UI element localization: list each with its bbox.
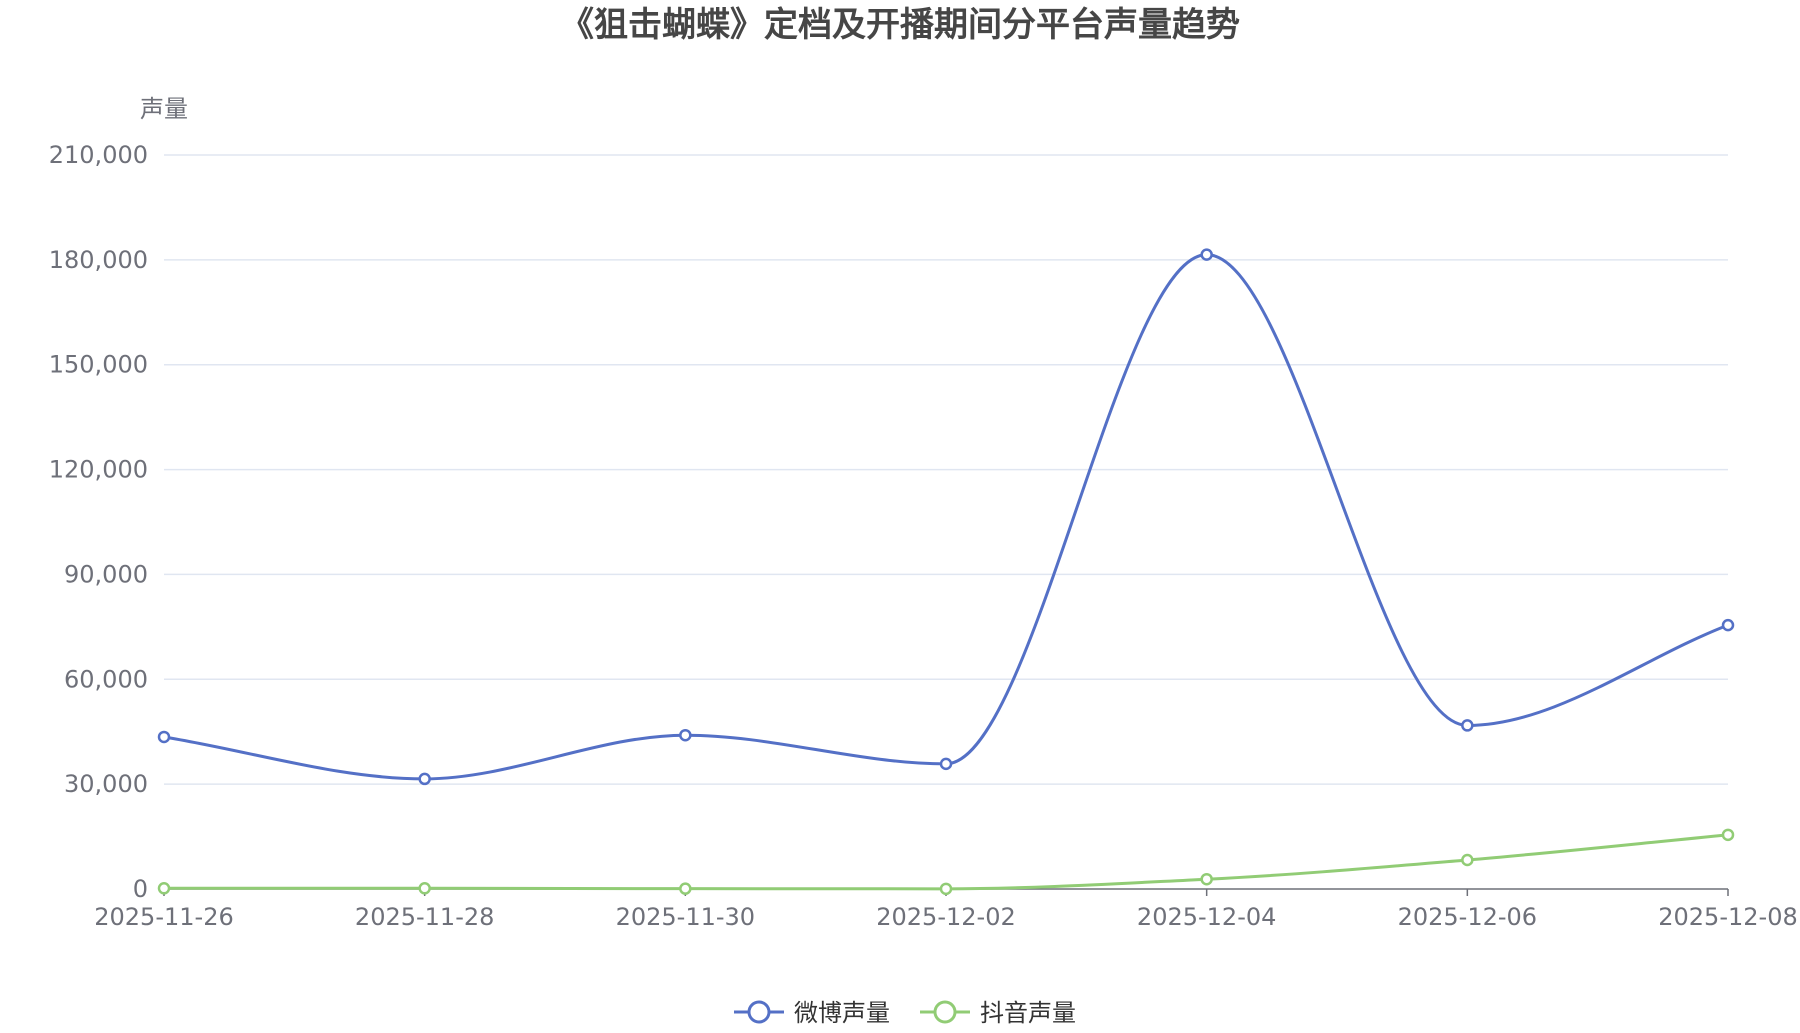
data-point[interactable] [939, 882, 953, 896]
data-point[interactable] [1461, 853, 1474, 867]
x-tick-label: 2025-12-02 [876, 903, 1015, 931]
y-tick-label: 120,000 [49, 456, 148, 484]
legend-circle-icon [747, 1000, 771, 1024]
y-axis-ticks: 0 30,000 60,000 90,000 120,000 150,000 180,000… [49, 141, 148, 903]
data-point[interactable] [157, 730, 171, 744]
legend-label: 微博声量 [794, 999, 890, 1027]
x-tick-label: 2025-11-26 [94, 903, 233, 931]
grid-lines [164, 154, 1728, 785]
legend-label: 抖音声量 [980, 999, 1076, 1027]
legend-item[interactable]: 微博声量 [734, 999, 890, 1027]
data-point[interactable] [939, 757, 953, 771]
data-point[interactable] [418, 882, 431, 895]
x-tick-label: 2025-11-28 [355, 903, 494, 931]
x-tick-label: 2025-12-08 [1658, 903, 1797, 931]
data-point[interactable] [1721, 828, 1735, 842]
x-tick-label: 2025-11-30 [616, 903, 755, 931]
data-point[interactable] [1721, 618, 1735, 632]
chart-title: 《狙击蝴蝶》定档及开播期间分平台声量趋势 [560, 5, 1240, 45]
y-tick-label: 150,000 [49, 351, 148, 379]
x-tick-label: 2025-12-06 [1398, 903, 1537, 931]
series-line [164, 833, 1729, 891]
y-tick-label: 210,000 [49, 141, 148, 169]
legend-item[interactable]: 抖音声量 [920, 999, 1076, 1027]
series-lines [157, 248, 1735, 896]
y-tick-label: 30,000 [64, 770, 148, 798]
data-point[interactable] [1461, 719, 1474, 732]
data-point[interactable] [679, 882, 692, 895]
legend[interactable]: 微博声量 抖音声量 [734, 999, 1076, 1027]
data-point[interactable] [157, 882, 171, 895]
y-tick-label: 0 [133, 875, 148, 903]
series-line [163, 253, 1729, 781]
y-axis-name: 声量 [140, 95, 188, 123]
legend-circle-icon [933, 1000, 957, 1024]
x-axis-ticks: 2025-11-26 2025-11-28 2025-11-30 2025-12-02… [94, 889, 1798, 931]
data-point[interactable] [679, 728, 692, 742]
data-point[interactable] [1200, 872, 1213, 886]
data-point[interactable] [418, 772, 431, 786]
x-tick-label: 2025-12-04 [1137, 903, 1276, 931]
y-tick-label: 60,000 [64, 665, 148, 693]
y-tick-label: 90,000 [64, 560, 148, 588]
data-point[interactable] [1200, 248, 1213, 261]
y-tick-label: 180,000 [49, 246, 148, 274]
